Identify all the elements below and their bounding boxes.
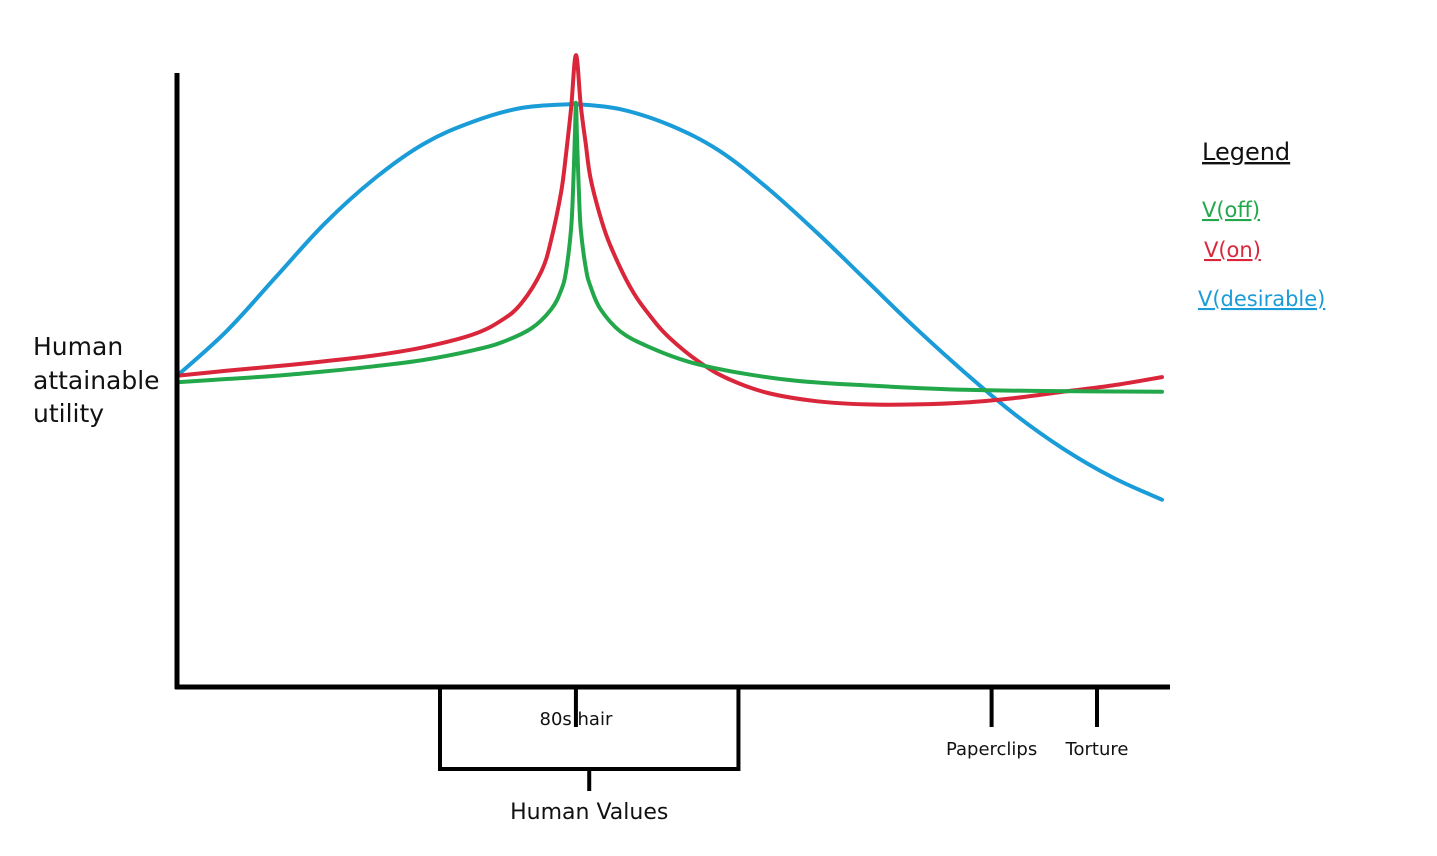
series-line-v-off [175, 100, 1164, 394]
y-axis-label-line-3: utility [33, 399, 104, 428]
legend-item-v-on: V(on) [1204, 238, 1261, 262]
x-tick-layer: 80s hair Paperclips Torture [540, 687, 1129, 760]
series-layer [175, 53, 1164, 502]
legend-item-v-desirable: V(desirable) [1198, 287, 1325, 311]
x-tick-label-paperclips: Paperclips [946, 739, 1037, 760]
x-tick-label-80s-hair: 80s hair [540, 709, 613, 730]
y-axis-label-line-1: Human [33, 332, 123, 361]
human-values-bracket: Human Values [437, 687, 741, 825]
legend: Legend V(off) V(on) V(desirable) [1198, 138, 1325, 311]
legend-item-v-off: V(off) [1202, 198, 1260, 222]
x-tick-label-torture: Torture [1065, 739, 1129, 760]
y-axis-label-line-2: attainable [33, 366, 160, 395]
bracket-label: Human Values [510, 800, 668, 825]
series-line-v-on [175, 53, 1164, 407]
legend-title: Legend [1202, 138, 1290, 166]
series-line-v-desirable [175, 101, 1164, 502]
y-axis-label: Human attainable utility [33, 332, 160, 428]
